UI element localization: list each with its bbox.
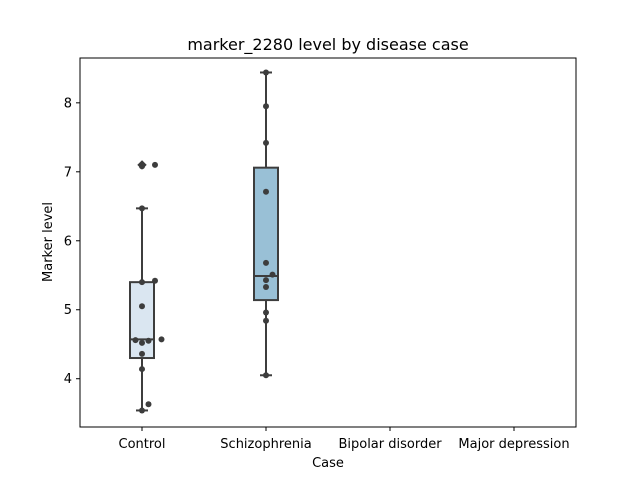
data-point [139,339,145,346]
data-point [139,205,145,212]
y-axis-label: Marker level [41,202,56,282]
data-point [263,317,269,324]
data-point [139,303,145,310]
data-point [139,279,145,286]
data-point [263,188,269,195]
x-tick-label: Schizophrenia [220,437,311,452]
data-point [158,336,165,343]
y-tick-label: 8 [64,96,72,111]
data-point [139,407,145,414]
box-control [129,160,165,414]
data-point [145,401,152,408]
data-point [263,69,269,76]
data-point [263,283,269,290]
data-point [132,337,139,344]
x-tick-label: Control [119,437,166,452]
chart-title: marker_2280 level by disease case [187,35,468,55]
x-axis: Control Schizophrenia Bipolar disorder Majo… [119,427,570,452]
plot-frame [79,57,577,428]
x-axis-label: Case [312,456,344,471]
x-tick-label: Bipolar disorder [338,437,442,452]
y-tick-label: 4 [64,372,72,387]
y-axis: 4 5 6 7 8 [64,96,80,387]
data-point [139,366,145,373]
y-tick-label: 5 [64,303,72,318]
data-point [263,139,269,146]
box-schizophrenia [253,69,279,379]
plot-area [129,69,279,414]
box-iqr [129,281,155,360]
y-tick-label: 7 [64,165,72,180]
data-point [263,277,269,284]
data-point [152,161,158,168]
data-point [139,350,145,357]
data-point [263,372,269,379]
data-point [263,309,269,316]
y-tick-label: 6 [64,234,72,249]
data-point [263,103,269,110]
data-point [139,163,145,170]
x-tick-label: Major depression [458,437,569,452]
data-point [263,259,269,266]
data-point [145,337,152,344]
data-point [152,277,158,284]
data-point [269,271,276,278]
